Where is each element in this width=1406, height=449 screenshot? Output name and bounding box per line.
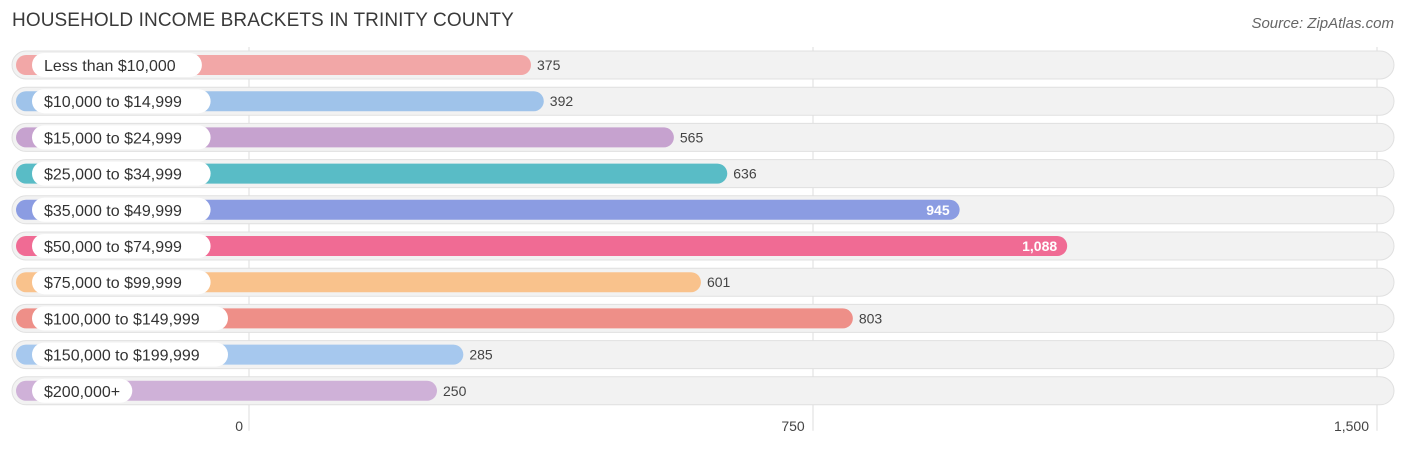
- category-pill-9: [32, 378, 133, 403]
- category-pill-1: [32, 89, 211, 114]
- category-label-1: $10,000 to $14,999: [44, 94, 182, 111]
- bar-row-1: $10,000 to $14,999 392: [11, 86, 1395, 116]
- category-label-4: $35,000 to $49,999: [44, 203, 182, 220]
- value-label-1: 392: [550, 93, 574, 109]
- chart-title: HOUSEHOLD INCOME BRACKETS IN TRINITY COU…: [12, 10, 514, 31]
- value-label-6: 601: [707, 274, 731, 290]
- bar-row-4: $35,000 to $49,999 945: [11, 195, 1395, 225]
- bar-row-5: $50,000 to $74,999 1,088: [11, 231, 1395, 261]
- bar-row-0: Less than $10,000 375: [11, 50, 1395, 80]
- value-label-5: 1,088: [1022, 238, 1057, 254]
- chart-source: Source: ZipAtlas.com: [1251, 15, 1394, 32]
- category-pill-5: [32, 234, 211, 258]
- value-label-2: 565: [680, 129, 704, 145]
- bar-row-9: $200,000+ 250: [11, 376, 1395, 406]
- category-pill-2: [32, 125, 211, 150]
- category-label-3: $25,000 to $34,999: [44, 167, 182, 184]
- value-label-7: 803: [859, 310, 883, 326]
- category-label-7: $100,000 to $149,999: [44, 311, 200, 328]
- tick-label-1: 750: [781, 418, 805, 434]
- value-label-8: 285: [469, 347, 493, 363]
- bar-row-7: $100,000 to $149,999 803: [11, 303, 1395, 333]
- bar-row-2: $15,000 to $24,999 565: [11, 122, 1395, 152]
- value-label-9: 250: [443, 383, 467, 399]
- value-label-3: 636: [733, 166, 757, 182]
- bar-5: [16, 236, 1068, 256]
- category-label-5: $50,000 to $74,999: [44, 239, 182, 256]
- category-pill-0: [32, 53, 202, 77]
- category-pill-6: [32, 270, 211, 295]
- bar-4: [16, 199, 960, 220]
- category-label-6: $75,000 to $99,999: [44, 275, 182, 292]
- category-pill-8: [32, 342, 228, 367]
- category-label-8: $150,000 to $199,999: [44, 348, 200, 365]
- bar-row-3: $25,000 to $34,999 636: [11, 159, 1395, 189]
- category-pill-4: [32, 197, 211, 222]
- category-label-9: $200,000+: [44, 384, 120, 401]
- category-label-2: $15,000 to $24,999: [44, 130, 182, 147]
- category-label-0: Less than $10,000: [44, 58, 176, 75]
- bar-row-6: $75,000 to $99,999 601: [11, 267, 1395, 297]
- value-label-0: 375: [537, 57, 561, 73]
- bar-row-8: $150,000 to $199,999 285: [11, 340, 1395, 370]
- value-label-4: 945: [926, 202, 950, 218]
- category-pill-3: [32, 161, 211, 186]
- tick-label-0: 0: [235, 418, 243, 434]
- tick-label-2: 1,500: [1334, 418, 1369, 434]
- category-pill-7: [32, 306, 228, 331]
